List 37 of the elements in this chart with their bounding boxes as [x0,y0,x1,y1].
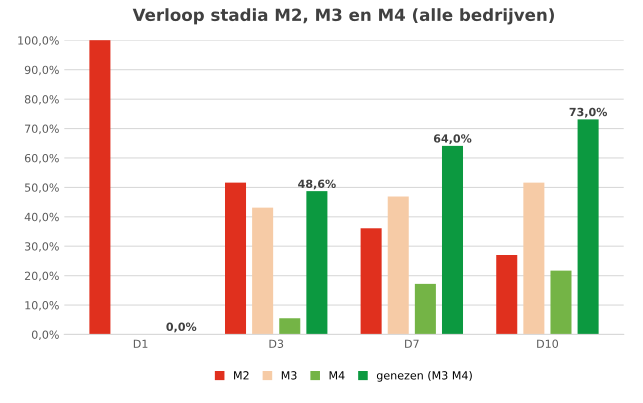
bar [89,40,110,334]
y-tick-label: 90,0% [24,66,59,76]
x-tick-label: D7 [405,340,419,348]
bar [550,270,572,334]
y-tick-label: 30,0% [24,242,59,252]
bar [496,255,518,334]
bar [578,119,599,334]
x-tick-label: D1 [134,340,148,348]
bar [360,228,382,334]
bar [523,182,544,334]
data-label: 73,0% [570,108,608,118]
y-tick-label: 50,0% [25,183,59,193]
y-tick-label: 60,0% [24,154,59,164]
y-tick-label: 0,0% [32,330,59,340]
bar [442,146,464,334]
y-tick-label: 20,0% [24,272,59,282]
legend-label: genezen (M3 M4) [376,370,472,382]
bar [224,182,246,334]
data-label: 64,0% [434,134,472,144]
chart-title: Verloop stadia M2, M3 en M4 (alle bedrijven) [132,8,554,24]
bar [252,208,274,334]
y-tick-label: 100,0% [18,36,59,46]
data-label: 0,0% [166,322,196,332]
x-tick-label: D10 [537,340,558,348]
bar [388,196,409,334]
x-tick-label: D3 [269,340,284,348]
y-tick-label: 80,0% [24,95,59,105]
y-tick-label: 40,0% [24,212,59,222]
legend-label: M2 [234,371,249,380]
bar [306,191,328,334]
y-tick-label: 10,0% [25,301,59,311]
legend-label: M3 [282,371,297,380]
data-label: 48,6% [298,180,336,190]
y-tick-label: 70,0% [25,124,59,134]
bar [414,284,436,334]
legend-label: M4 [330,371,345,380]
bar [279,318,300,334]
